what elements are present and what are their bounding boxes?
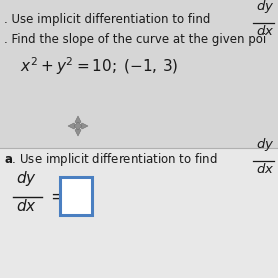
Text: $dx$: $dx$ <box>256 162 274 176</box>
Text: $dy$: $dy$ <box>255 0 274 15</box>
Polygon shape <box>75 116 81 124</box>
Polygon shape <box>80 123 88 129</box>
Text: $=$: $=$ <box>47 187 66 205</box>
Text: $\mathbf{a}$. Use implicit differentiation to find: $\mathbf{a}$. Use implicit differentiati… <box>4 150 218 168</box>
Bar <box>0 148 278 278</box>
Text: $dx$: $dx$ <box>256 24 274 38</box>
Text: $x^2+y^2=10;\;(-1,\,3)$: $x^2+y^2=10;\;(-1,\,3)$ <box>20 55 178 77</box>
Polygon shape <box>75 128 81 136</box>
Polygon shape <box>68 123 76 129</box>
Text: . Use implicit differentiation to find: . Use implicit differentiation to find <box>4 14 210 26</box>
Bar <box>0 0 278 148</box>
Text: $dy$: $dy$ <box>255 136 274 153</box>
Text: $dx$: $dx$ <box>16 198 37 214</box>
Polygon shape <box>74 122 82 130</box>
Text: . Find the slope of the curve at the given poi: . Find the slope of the curve at the giv… <box>4 33 266 46</box>
FancyBboxPatch shape <box>60 177 92 215</box>
Text: $dy$: $dy$ <box>16 169 37 188</box>
